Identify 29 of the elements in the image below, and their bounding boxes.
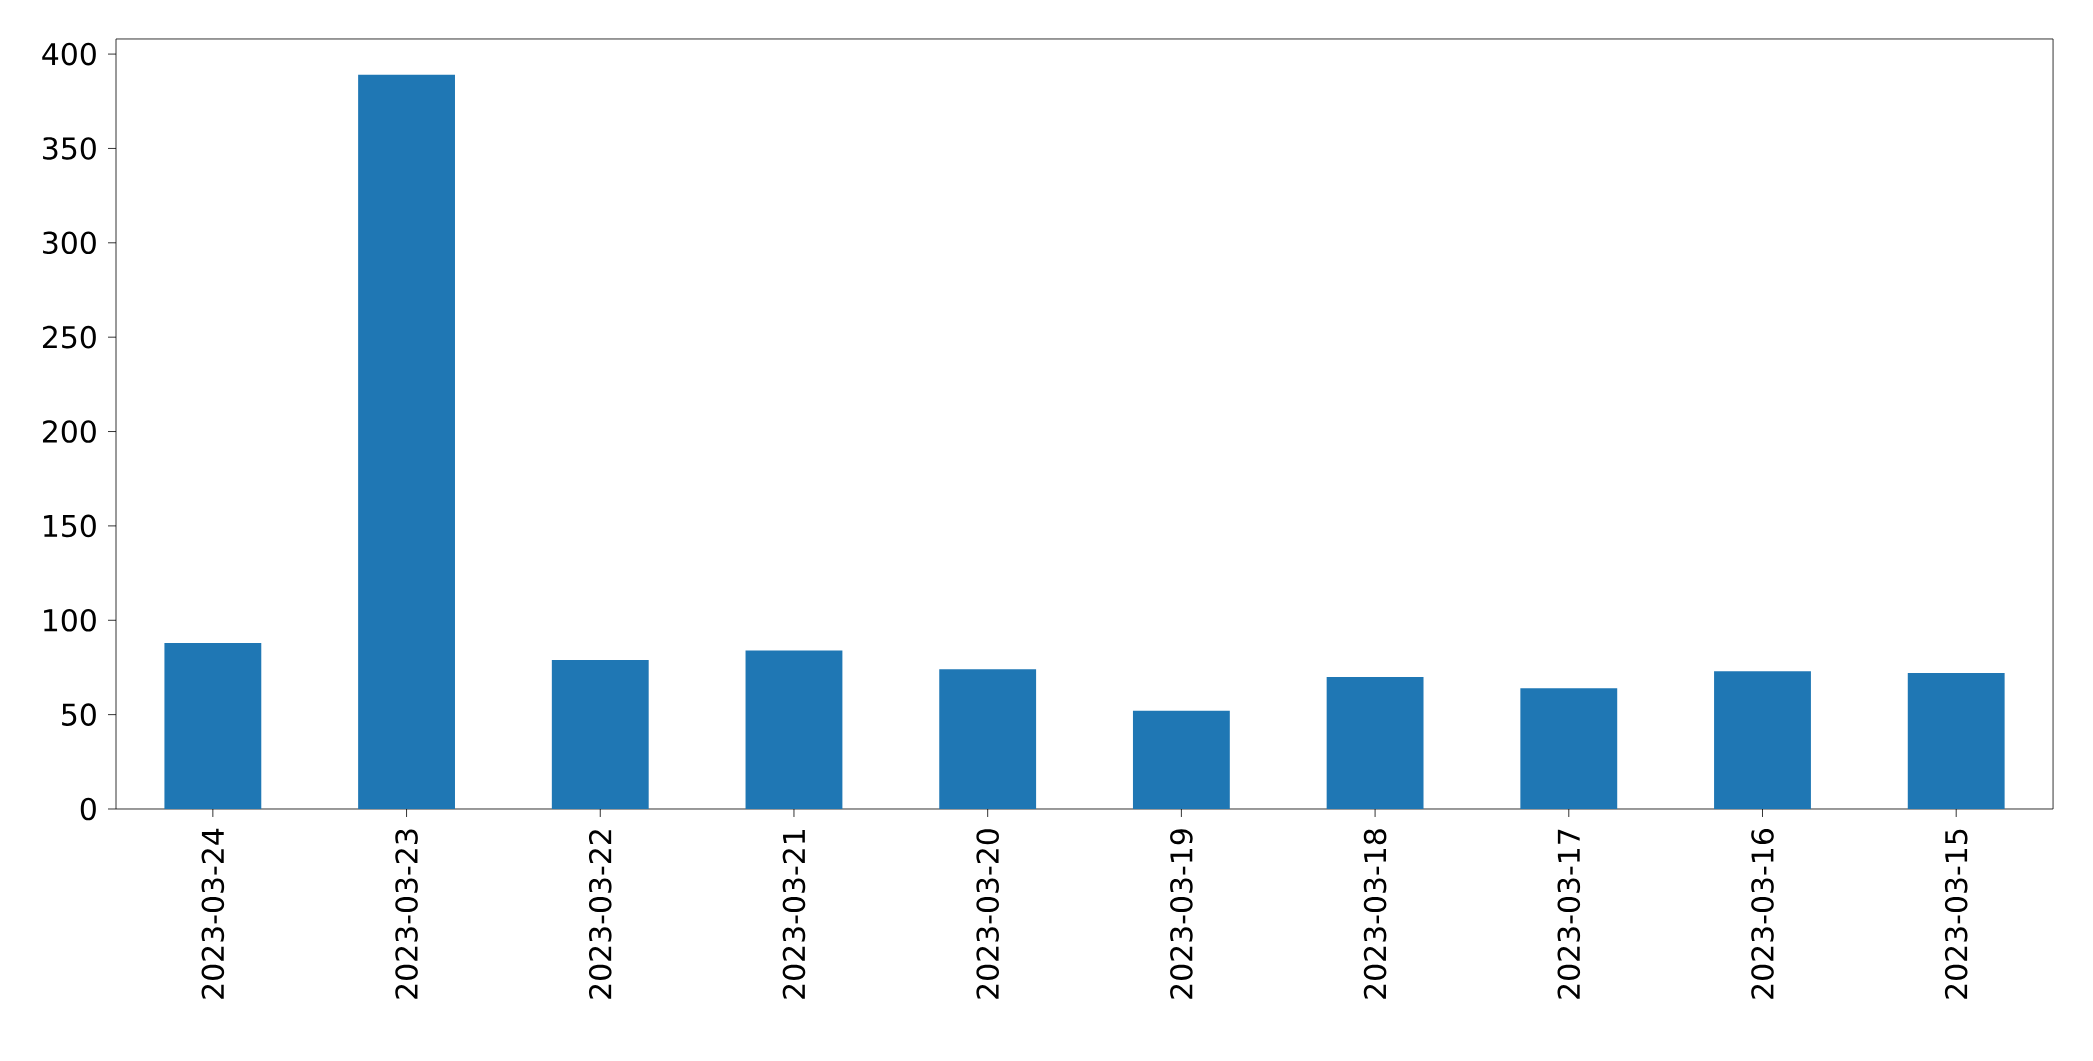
y-tick-label: 50 bbox=[62, 703, 96, 726]
bar bbox=[1132, 710, 1230, 809]
bar bbox=[1520, 688, 1618, 809]
bar bbox=[358, 74, 455, 809]
x-tick-label: 2023-03-24 bbox=[201, 828, 225, 999]
y-tick-label: 150 bbox=[44, 514, 96, 538]
x-tick-label: 2023-03-17 bbox=[1557, 829, 1581, 999]
x-tick-label: 2023-03-21 bbox=[782, 829, 806, 999]
x-tick-label: 2023-03-18 bbox=[1363, 829, 1387, 999]
y-tick-label: 350 bbox=[43, 137, 96, 160]
y-tick-label: 250 bbox=[42, 325, 96, 349]
bar bbox=[551, 659, 649, 809]
y-tick-label: 100 bbox=[44, 608, 96, 632]
bar bbox=[939, 669, 1037, 809]
x-tick-label: 2023-03-19 bbox=[1170, 829, 1193, 999]
x-tick-label: 2023-03-22 bbox=[588, 830, 612, 999]
bar bbox=[1326, 676, 1424, 809]
bar bbox=[745, 650, 843, 809]
bar bbox=[164, 642, 262, 809]
y-tick-label: 200 bbox=[42, 420, 96, 443]
x-tick-label: 2023-03-23 bbox=[395, 829, 418, 999]
bar bbox=[1907, 673, 2005, 809]
y-tick-label: 300 bbox=[43, 231, 96, 255]
y-tick-label: 400 bbox=[42, 42, 96, 66]
x-tick-label: 2023-03-16 bbox=[1751, 829, 1774, 999]
x-tick-label: 2023-03-15 bbox=[1944, 829, 1968, 999]
bar bbox=[1714, 671, 1811, 809]
y-tick-label: 0 bbox=[80, 797, 96, 821]
x-tick-label: 2023-03-20 bbox=[976, 829, 999, 999]
